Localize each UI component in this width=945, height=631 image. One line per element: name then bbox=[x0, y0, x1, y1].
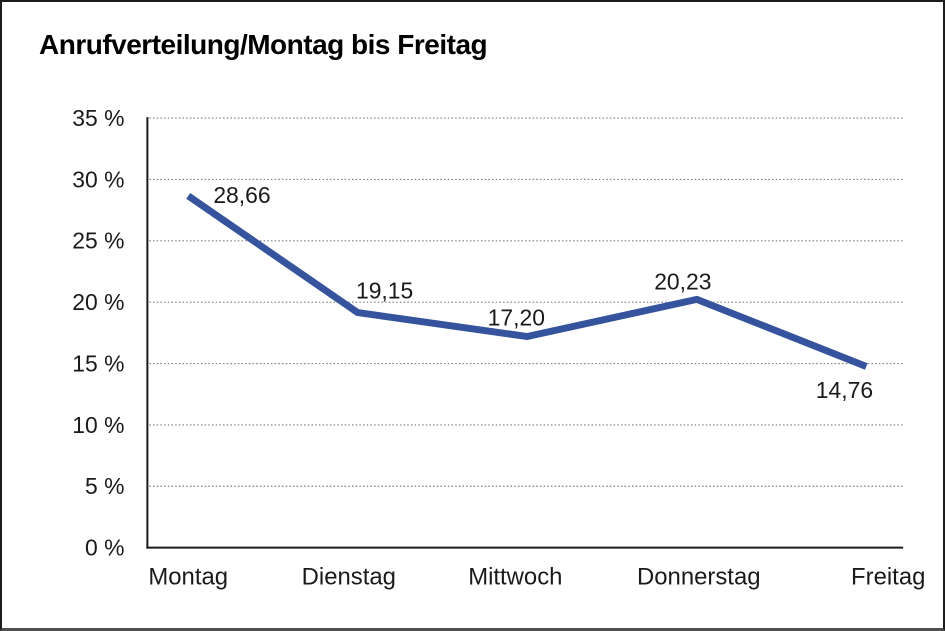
x-category-label: Freitag bbox=[851, 563, 925, 590]
point-label: 28,66 bbox=[213, 182, 270, 208]
y-tick-label: 0 % bbox=[85, 535, 124, 561]
y-tick-label: 25 % bbox=[72, 228, 124, 254]
y-tick-label: 15 % bbox=[72, 351, 124, 377]
x-category-label: Donnerstag bbox=[637, 563, 761, 590]
chart-title: Anrufverteilung/Montag bis Freitag bbox=[39, 29, 488, 60]
y-tick-label: 30 % bbox=[72, 166, 124, 192]
x-category-label: Dienstag bbox=[302, 563, 396, 590]
x-category-label: Mittwoch bbox=[468, 563, 562, 590]
x-category-label: Montag bbox=[148, 563, 228, 590]
point-label: 19,15 bbox=[356, 278, 413, 304]
y-tick-label: 35 % bbox=[72, 105, 124, 131]
series-line bbox=[186, 193, 868, 370]
y-tick-label: 5 % bbox=[85, 473, 124, 499]
point-label: 17,20 bbox=[488, 305, 545, 331]
point-label: 20,23 bbox=[654, 268, 711, 294]
point-label: 14,76 bbox=[816, 377, 873, 403]
y-tick-label: 10 % bbox=[72, 412, 124, 438]
y-tick-label: 20 % bbox=[72, 289, 124, 315]
